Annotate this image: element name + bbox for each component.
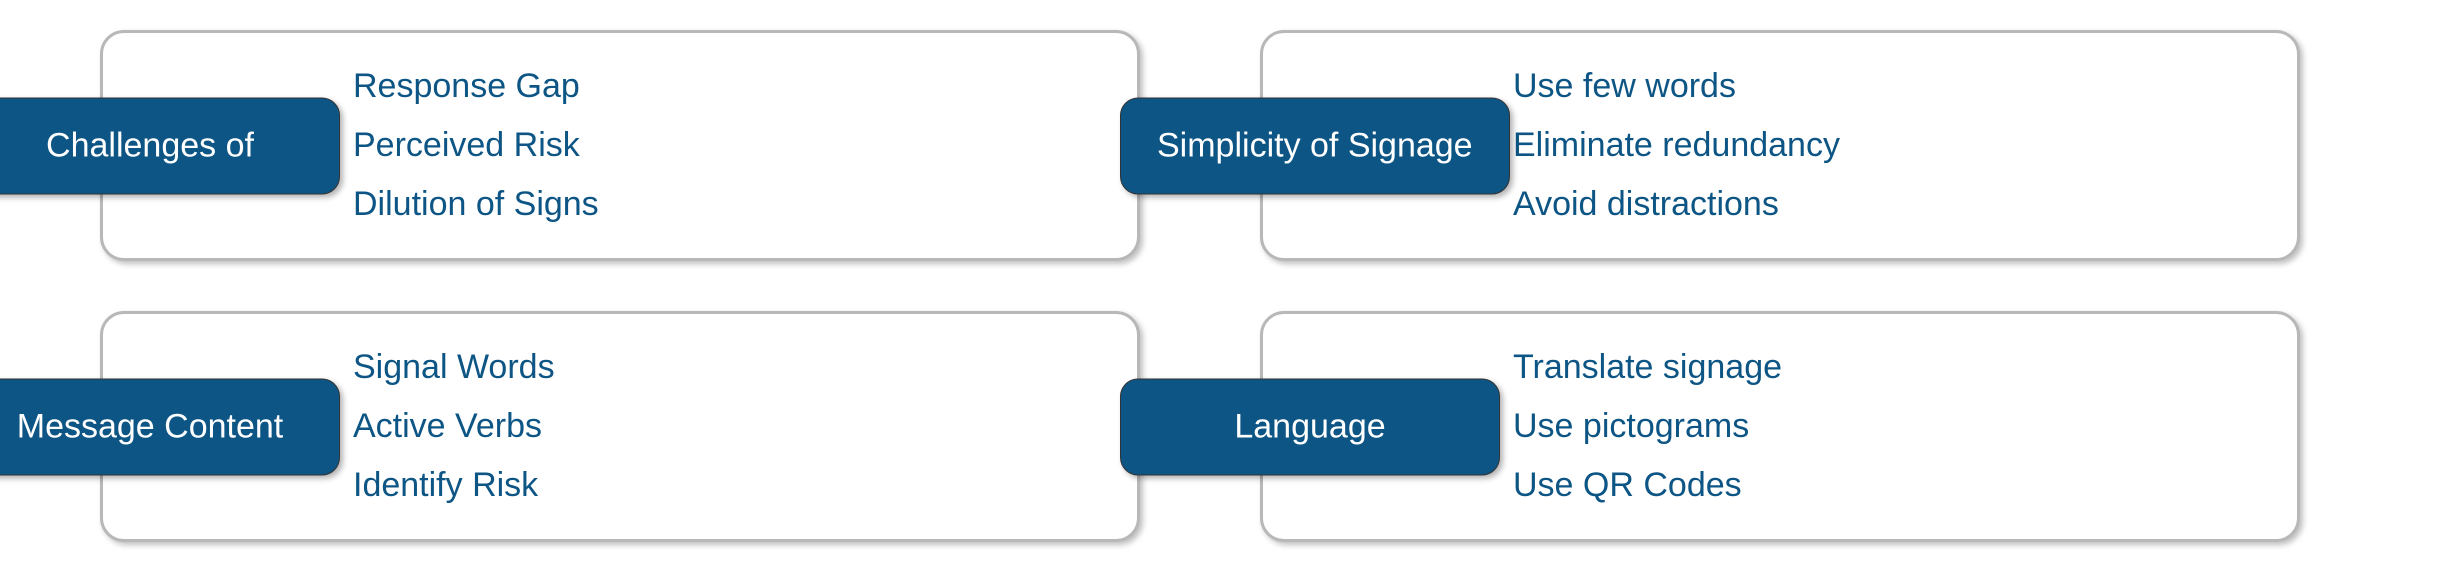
card-simplicity: Simplicity of Signage Use few words Elim…	[1260, 30, 2300, 261]
list-item: Active Verbs	[353, 401, 1097, 452]
card-message-content: Message Content Signal Words Active Verb…	[100, 311, 1140, 542]
card-challenges: Challenges of Response Gap Perceived Ris…	[100, 30, 1140, 261]
card-title: Simplicity of Signage	[1157, 126, 1473, 165]
list-item: Perceived Risk	[353, 120, 1097, 171]
title-pill: Simplicity of Signage	[1120, 97, 1510, 194]
list-item: Translate signage	[1513, 342, 2257, 393]
card-title: Challenges of	[46, 126, 254, 165]
card-language: Language Translate signage Use pictogram…	[1260, 311, 2300, 542]
list-item: Use QR Codes	[1513, 460, 2257, 511]
list-item: Use few words	[1513, 61, 2257, 112]
infographic-grid: Challenges of Response Gap Perceived Ris…	[100, 30, 2300, 542]
card-title: Message Content	[17, 407, 284, 446]
title-pill: Message Content	[0, 378, 340, 475]
title-pill: Challenges of	[0, 97, 340, 194]
list-item: Dilution of Signs	[353, 179, 1097, 230]
list-item: Identify Risk	[353, 460, 1097, 511]
title-pill: Language	[1120, 378, 1500, 475]
list-item: Response Gap	[353, 61, 1097, 112]
list-item: Use pictograms	[1513, 401, 2257, 452]
card-title: Language	[1234, 407, 1385, 446]
list-item: Signal Words	[353, 342, 1097, 393]
list-item: Eliminate redundancy	[1513, 120, 2257, 171]
list-item: Avoid distractions	[1513, 179, 2257, 230]
